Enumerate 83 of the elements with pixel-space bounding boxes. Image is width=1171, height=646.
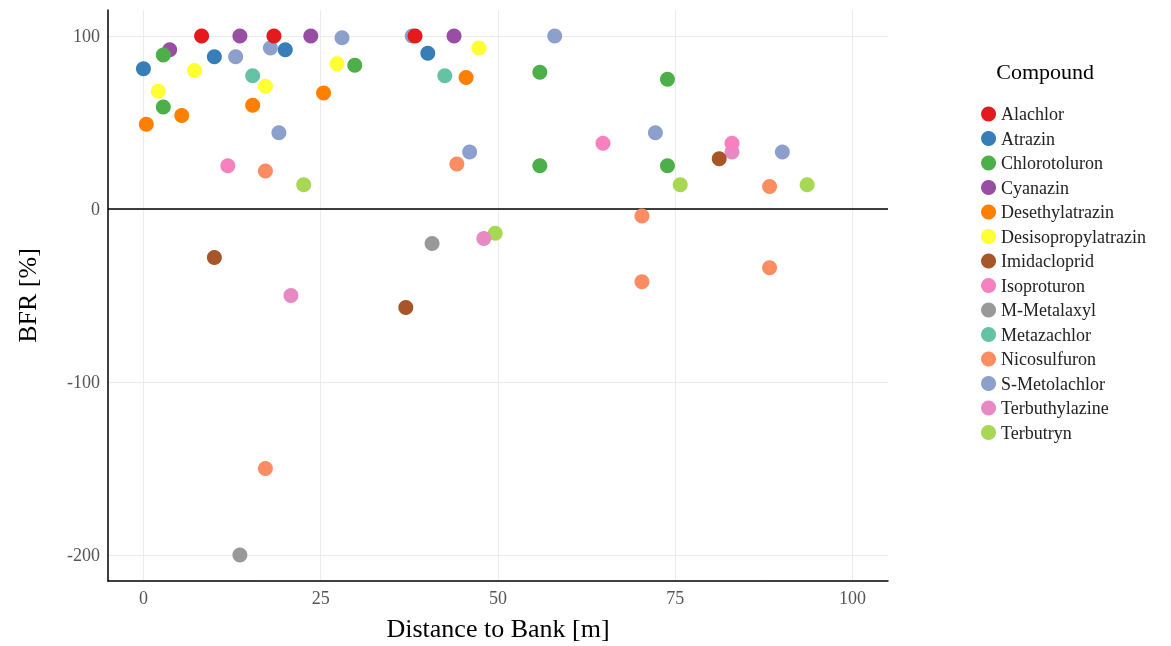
point (347, 57, 363, 73)
point (257, 78, 273, 94)
point (232, 547, 248, 563)
point (138, 116, 154, 132)
point (271, 125, 287, 141)
legend-label: S-Metolachlor (1001, 373, 1106, 394)
point (194, 28, 210, 44)
legend-label: Nicosulfuron (1001, 349, 1097, 369)
legend-label: Metazachlor (1001, 324, 1091, 345)
point (547, 28, 563, 44)
point (277, 42, 293, 58)
point (303, 28, 319, 44)
point (449, 156, 465, 172)
point (155, 99, 171, 115)
legend-label: Terbutryn (1001, 422, 1072, 443)
point (487, 225, 503, 241)
y-tick-label: 0 (91, 198, 100, 219)
point (228, 49, 244, 65)
point (462, 144, 478, 160)
x-tick-label: 50 (489, 588, 507, 608)
legend-label: Isoproturon (1001, 275, 1086, 296)
point (334, 30, 350, 46)
point (437, 68, 453, 84)
point (532, 64, 548, 80)
point (206, 249, 222, 265)
x-tick-label: 75 (666, 588, 685, 608)
point (174, 108, 190, 124)
point (155, 47, 171, 63)
point (672, 177, 688, 193)
point (266, 28, 282, 44)
point (420, 45, 436, 61)
point (762, 178, 778, 194)
point (595, 135, 611, 151)
point (245, 68, 261, 84)
y-axis-title: BFR [%] (12, 248, 42, 343)
point (532, 158, 548, 174)
point (220, 158, 236, 174)
point (257, 163, 273, 179)
legend-title: Compound (996, 58, 1095, 84)
point (262, 40, 278, 56)
legend-label: Cyanazin (1001, 177, 1070, 198)
point (150, 83, 166, 99)
legend-label: Imidacloprid (1001, 251, 1095, 271)
x-tick-label: 100 (839, 588, 867, 608)
point (659, 158, 675, 174)
point (424, 236, 440, 252)
point (296, 177, 312, 193)
legend-label: Atrazin (1001, 128, 1056, 149)
point (634, 274, 650, 290)
point (245, 97, 261, 113)
y-tick-label: -200 (67, 545, 100, 566)
point (762, 260, 778, 276)
x-axis-title: Distance to Bank [m] (386, 613, 610, 643)
legend-label: Terbuthylazine (1001, 398, 1109, 418)
point (711, 151, 727, 167)
point (398, 300, 414, 316)
point (316, 85, 332, 101)
point (187, 63, 203, 79)
point (799, 177, 815, 193)
point (458, 69, 474, 85)
legend-label: Chlorotoluron (1001, 153, 1104, 173)
point (232, 28, 248, 44)
point (724, 135, 740, 151)
legend-label: Desisopropylatrazin (1001, 226, 1147, 247)
x-tick-label: 25 (311, 588, 330, 608)
point (471, 40, 487, 56)
point (647, 125, 663, 141)
legend-label: Alachlor (1001, 104, 1065, 124)
point (206, 49, 222, 65)
y-tick-label: -100 (67, 372, 100, 393)
point (446, 28, 462, 44)
legend-label: M-Metalaxyl (1001, 300, 1097, 320)
point (774, 144, 790, 160)
point (257, 461, 273, 477)
point (283, 288, 299, 303)
y-tick-label: 100 (73, 25, 100, 46)
point (476, 230, 492, 246)
point (659, 71, 675, 87)
legend-label: Desethylatrazin (1001, 202, 1114, 222)
point (634, 208, 650, 224)
x-tick-label: 0 (138, 588, 148, 608)
point (329, 56, 345, 72)
point (135, 61, 151, 77)
